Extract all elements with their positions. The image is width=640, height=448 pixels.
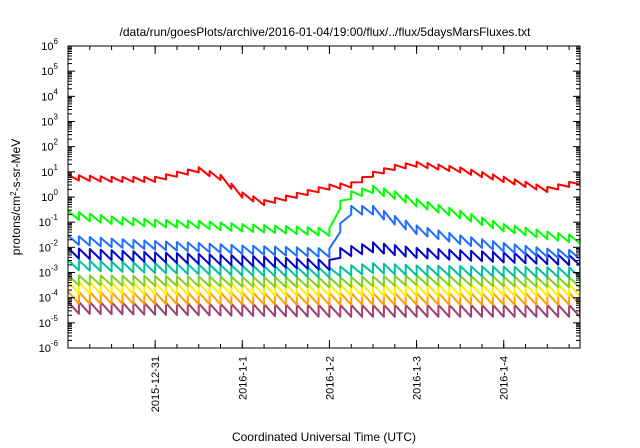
- y-tick-label: 103: [41, 113, 58, 129]
- y-axis-label-sup: 2: [9, 191, 18, 196]
- y-tick-label: 10-1: [39, 213, 59, 229]
- y-axis-ticks: 10-610-510-410-310-210-11001011021031041…: [39, 37, 580, 355]
- y-tick-label-exp: 0: [54, 188, 59, 197]
- x-tick-label: 2016-1-4: [499, 356, 511, 400]
- y-tick-label-exp: 3: [54, 113, 59, 122]
- series-line: [68, 160, 580, 207]
- y-tick-label: 105: [41, 62, 58, 78]
- y-tick-label-base: 10: [41, 167, 53, 179]
- y-tick-label: 100: [41, 188, 58, 204]
- y-tick-label-exp: 4: [54, 87, 59, 96]
- series-line: [68, 184, 580, 245]
- y-tick-label-exp: -4: [51, 289, 59, 298]
- x-tick-label: 2016-1-3: [412, 356, 424, 400]
- y-tick-label-base: 10: [39, 242, 51, 254]
- y-tick-label-exp: -2: [51, 238, 59, 247]
- y-tick-label-exp: 5: [54, 62, 59, 71]
- y-tick-label-base: 10: [39, 293, 51, 305]
- x-tick-label: 2016-1-1: [237, 356, 249, 400]
- y-tick-label-exp: 1: [54, 163, 59, 172]
- y-tick-label: 106: [41, 37, 58, 53]
- series-line: [68, 241, 580, 271]
- y-tick-label: 10-6: [39, 339, 59, 355]
- y-axis-label-rest: -s-sr-MeV: [9, 139, 23, 192]
- y-tick-label: 10-3: [39, 264, 59, 280]
- y-tick-label-base: 10: [41, 117, 53, 129]
- y-tick-label-base: 10: [41, 41, 53, 53]
- series-layer: [68, 160, 580, 318]
- series-line: [68, 259, 580, 279]
- y-tick-label: 104: [41, 87, 58, 103]
- y-axis-label: protons/cm2-s-sr-MeV: [9, 139, 24, 255]
- x-tick-label: 2015-12-31: [150, 356, 162, 412]
- x-axis-label: Coordinated Universal Time (UTC): [232, 430, 416, 444]
- y-tick-label-exp: 2: [54, 138, 59, 147]
- y-axis-label-base: protons/cm: [9, 196, 23, 255]
- y-tick-label-exp: -6: [51, 339, 59, 348]
- y-tick-label-base: 10: [39, 343, 51, 355]
- y-tick-label: 102: [41, 138, 58, 154]
- y-tick-label-base: 10: [41, 142, 53, 154]
- y-tick-label-base: 10: [39, 217, 51, 229]
- series-line: [68, 274, 580, 289]
- y-tick-label: 10-4: [39, 289, 59, 305]
- chart-title: /data/run/goesPlots/archive/2016-01-04/1…: [120, 25, 532, 39]
- y-tick-label-base: 10: [39, 318, 51, 330]
- y-tick-label-base: 10: [41, 66, 53, 78]
- y-tick-label: 10-5: [39, 314, 59, 330]
- x-axis-ticks: 2015-12-31 2016-1-1 2016-1-2 2016-1-3 2016-1…: [67, 46, 570, 412]
- y-tick-label-exp: 6: [54, 37, 59, 46]
- series-line: [68, 204, 580, 261]
- x-tick-label: 2016-1-2: [324, 356, 336, 400]
- y-tick-label: 10-2: [39, 238, 59, 254]
- y-tick-label-base: 10: [39, 268, 51, 280]
- y-tick-label-exp: -1: [51, 213, 59, 222]
- y-tick-label-base: 10: [41, 91, 53, 103]
- y-tick-label: 101: [41, 163, 58, 179]
- y-tick-label-base: 10: [41, 192, 53, 204]
- y-tick-label-exp: -5: [51, 314, 59, 323]
- y-tick-label-exp: -3: [51, 264, 59, 273]
